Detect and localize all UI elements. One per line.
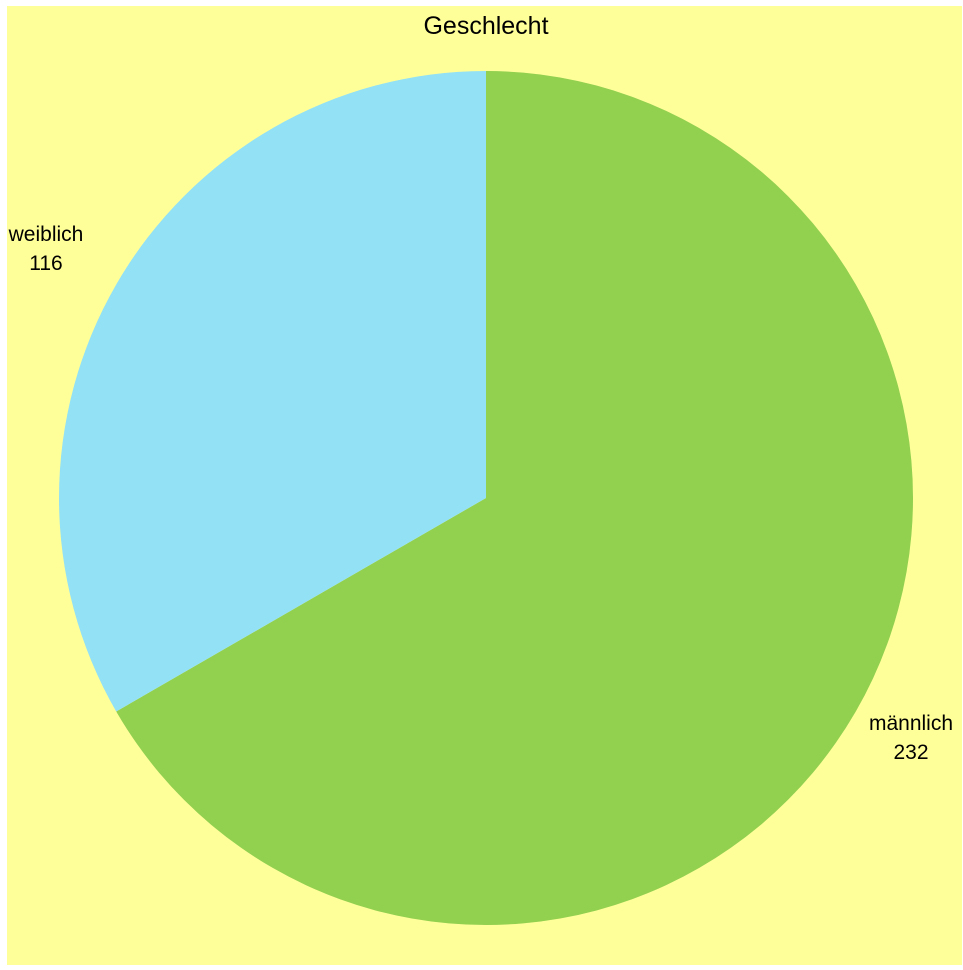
data-label-männlich: männlich 232 <box>869 712 953 764</box>
data-label-weiblich: weiblich 116 <box>8 223 84 275</box>
data-label-category: weiblich <box>8 223 84 246</box>
pie-labels: männlich 232 weiblich 116 <box>8 223 953 764</box>
pie-slice-weiblich <box>59 71 487 712</box>
pie-slices <box>59 71 914 925</box>
data-label-value: 116 <box>29 252 62 275</box>
pie-slice-männlich <box>116 71 914 925</box>
data-label-category: männlich <box>869 712 953 735</box>
chart-title: Geschlecht <box>423 12 548 40</box>
data-label-value: 232 <box>893 741 928 764</box>
